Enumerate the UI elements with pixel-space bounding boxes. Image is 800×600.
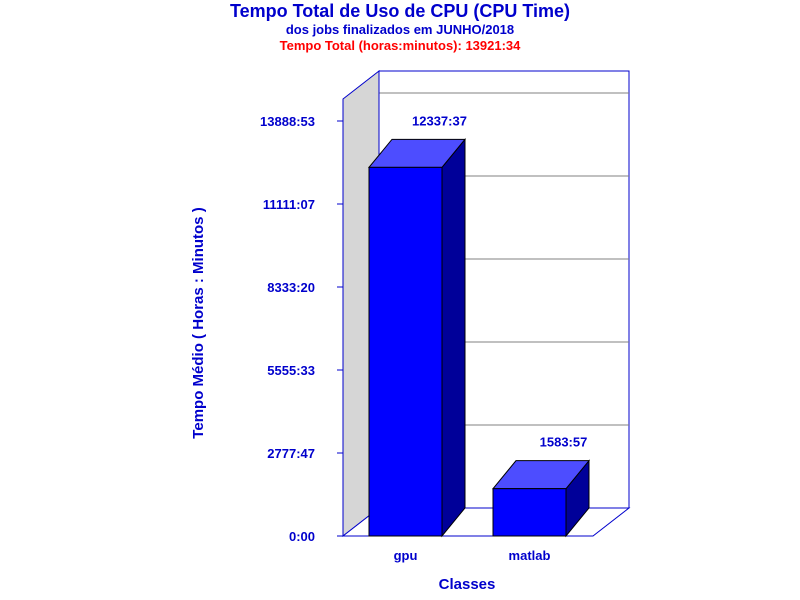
data-label-matlab: 1583:57 (540, 435, 588, 450)
bar-gpu (368, 166, 443, 537)
data-label-gpu: 12337:37 (412, 113, 467, 128)
y-tick-label: 13888:53 (260, 114, 315, 129)
x-tick-label: matlab (509, 548, 551, 563)
y-tick-label: 0:00 (289, 529, 315, 544)
y-tick-label: 11111:07 (263, 197, 315, 212)
bar-matlab (492, 488, 567, 537)
x-axis-label: Classes (439, 576, 496, 593)
total-time-label: Tempo Total (horas:minutos): 13921:34 (279, 38, 521, 53)
y-tick-label: 5555:33 (267, 363, 315, 378)
y-tick-label: 8333:20 (267, 280, 315, 295)
chart-title: Tempo Total de Uso de CPU (CPU Time) (229, 1, 571, 21)
y-axis-label: Tempo Médio ( Horas : Minutos ) (190, 207, 207, 438)
chart-subtitle: dos jobs finalizados em JUNHO/2018 (285, 22, 515, 37)
bar-side-gpu (441, 137, 466, 538)
y-tick-label: 2777:47 (267, 446, 315, 461)
x-tick-label: gpu (394, 548, 418, 563)
